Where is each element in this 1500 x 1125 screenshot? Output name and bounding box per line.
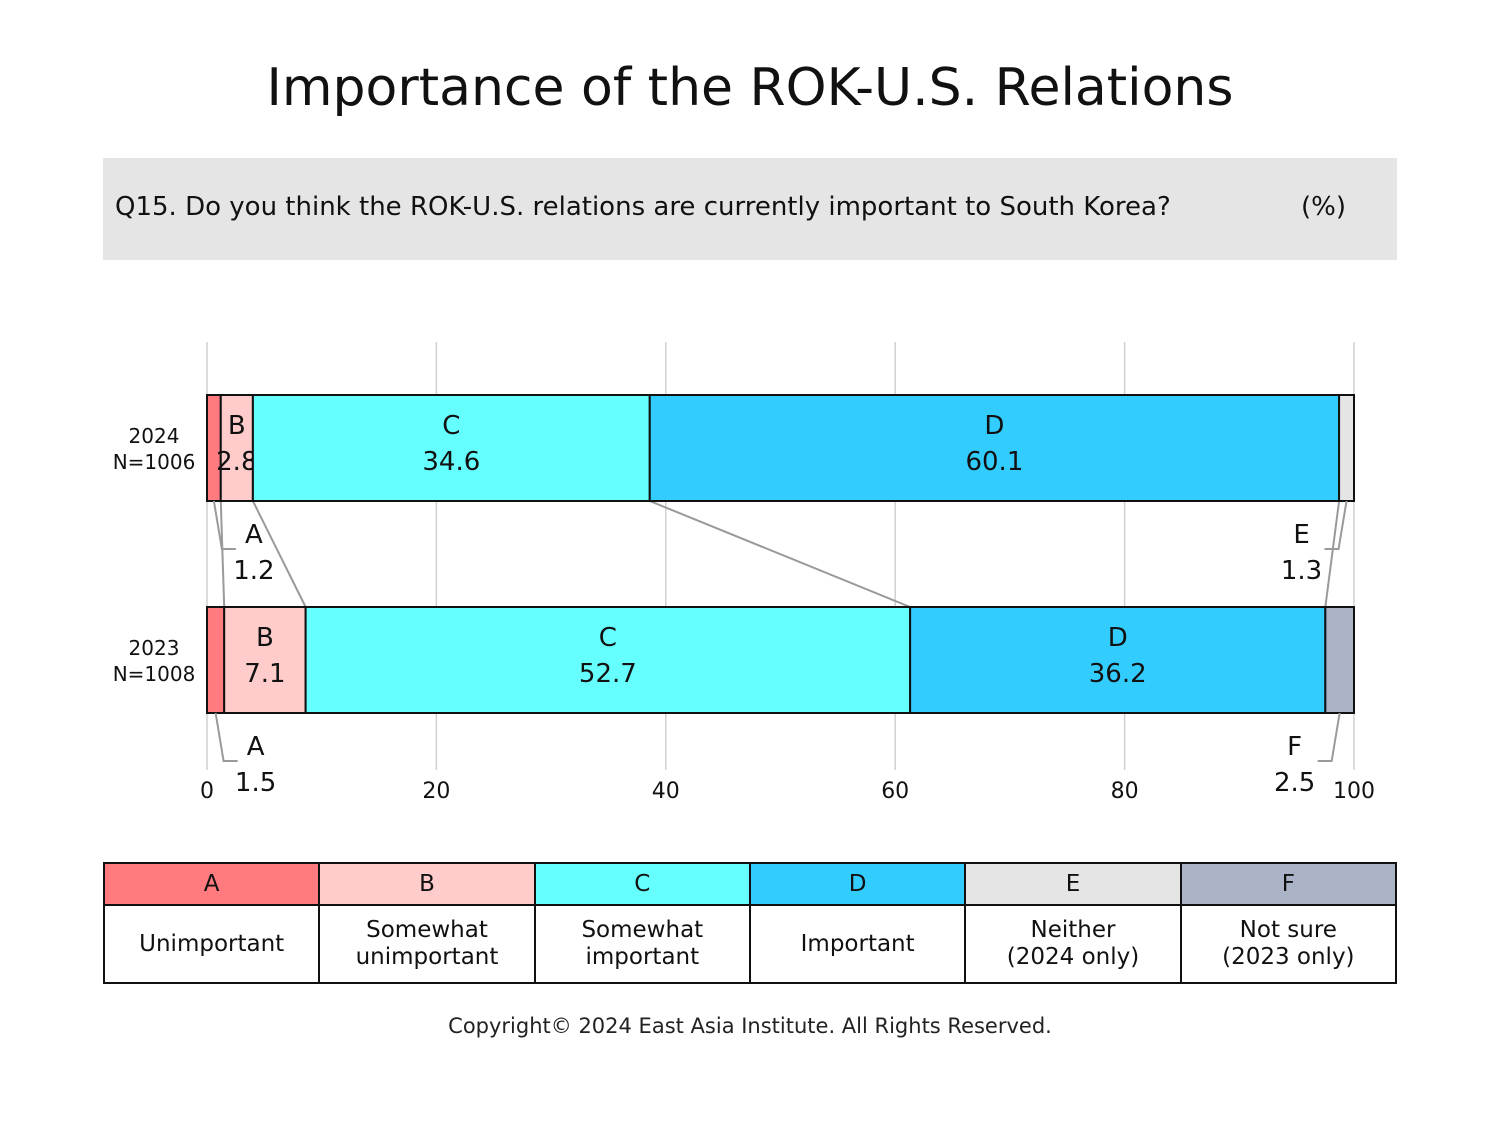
callout-value-2024-E: 1.3 [1281,556,1322,586]
connector-D [1324,500,1341,608]
x-tick-20: 20 [422,779,450,804]
bar-2023-B [223,606,307,714]
legend-label-D: Important [748,904,967,984]
connector-B [251,500,307,608]
row-label-n-2024: N=1006 [113,450,196,474]
bar-value-2023-B: 7.1 [244,659,285,689]
bar-key-2024-D: D [984,411,1004,441]
legend-label-C: Somewhat important [533,904,751,984]
bar-key-2023-C: C [599,623,617,653]
legend-key-E: E [964,862,1182,906]
x-tick-40: 40 [652,779,680,804]
bar-2023-F [1324,606,1355,714]
x-tick-60: 60 [881,779,909,804]
bar-2023-D [909,606,1327,714]
bar-key-2023-D: D [1108,623,1128,653]
callout-2023-A [214,712,238,762]
legend-label-line: important [585,944,700,970]
question-box: Q15. Do you think the ROK-U.S. relations… [103,158,1397,260]
bar-2023-A [206,606,226,714]
legend-key-C: C [533,862,751,906]
row-label-year-2024: 2024 [129,424,180,448]
callout-key-2024-A: A [245,520,263,550]
callout-value-2023-A: 1.5 [235,768,276,798]
callout-2024-E [1324,500,1348,550]
x-tick-0: 0 [200,779,214,804]
bar-value-2023-D: 36.2 [1089,659,1147,689]
callout-key-2024-E: E [1293,520,1309,550]
legend-label-line: Somewhat [581,917,704,943]
legend-label-line: unimportant [355,944,499,970]
x-tick-80: 80 [1111,779,1139,804]
legend-label-A: Unimportant [102,904,321,984]
bar-outline-2024 [206,394,1355,502]
legend-label-B: Somewhat unimportant [318,904,536,984]
bar-value-2024-B: 2.8 [216,447,257,477]
callout-value-2023-F: 2.5 [1274,768,1315,798]
legend-label-line: Not sure [1239,917,1337,943]
bar-key-2023-B: B [256,623,274,653]
callout-key-2023-A: A [247,732,265,762]
legend-label-F: Not sure (2023 only) [1179,904,1398,984]
connector-C [649,500,911,608]
chart-title: Importance of the ROK-U.S. Relations [266,58,1234,118]
callout-key-2023-F: F [1287,732,1302,762]
legend-label-line: Neither [1030,917,1116,943]
legend-label-row: Unimportant Somewhat unimportant Somewhat im… [102,904,1398,984]
bar-value-2024-C: 34.6 [422,447,480,477]
legend-key-F: F [1179,862,1398,906]
bar-value-2024-D: 60.1 [965,447,1023,477]
x-tick-100: 100 [1333,779,1375,804]
bar-key-2024-C: C [442,411,460,441]
unit-label: (%) [1301,192,1346,222]
bar-value-2023-C: 52.7 [579,659,637,689]
copyright: Copyright© 2024 East Asia Institute. All… [448,1014,1052,1038]
bar-2024-E [1338,394,1355,502]
row-label-n-2023: N=1008 [113,662,196,686]
legend-key-B: B [318,862,536,906]
bar-key-2024-B: B [228,411,246,441]
legend-label-line: Unimportant [139,930,285,957]
legend-label-line: (2024 only) [1006,944,1140,970]
callout-2023-F [1317,712,1341,762]
legend-label-line: Somewhat [366,917,488,943]
callout-value-2024-A: 1.2 [233,556,274,586]
bar-outline-2023 [206,606,1355,714]
row-label-year-2023: 2023 [129,636,180,660]
legend-label-line: (2023 only) [1222,944,1355,970]
question-text: Q15. Do you think the ROK-U.S. relations… [115,192,1171,222]
callout-2024-A [212,500,236,550]
legend-key-A: A [102,862,321,906]
legend-key-D: D [748,862,967,906]
legend-label-line: Important [800,930,915,957]
legend-label-E: Neither (2024 only) [964,904,1182,984]
connector-A [219,500,226,608]
